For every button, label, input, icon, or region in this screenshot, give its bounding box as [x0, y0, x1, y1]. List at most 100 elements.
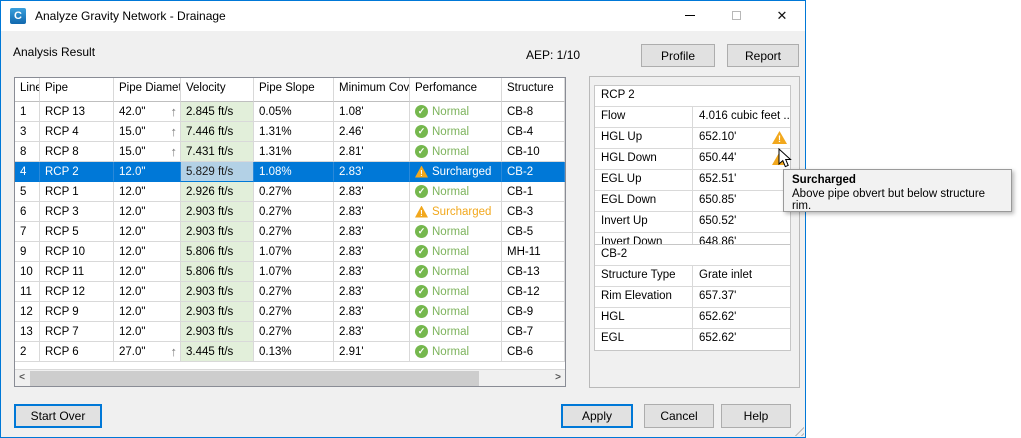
- detail-value: 652.51': [699, 173, 737, 185]
- help-button[interactable]: Help: [721, 404, 791, 428]
- column-header-minimum-cover[interactable]: Minimum Cover: [334, 78, 410, 102]
- title-bar[interactable]: C Analyze Gravity Network - Drainage ✕: [1, 1, 805, 31]
- table-row[interactable]: 8 RCP 8 15.0" ↑ 7.431 ft/s 1.31% 2.81' ✓ Normal C…: [15, 142, 565, 162]
- cell-pipe-slope: 1.08%: [254, 162, 334, 182]
- cell-line: 1: [15, 102, 40, 122]
- cell-pipe-slope: 0.27%: [254, 282, 334, 302]
- app-icon: C: [10, 8, 26, 24]
- column-header-line[interactable]: Line: [15, 78, 40, 102]
- pipe-diameter-value: 12.0": [119, 325, 146, 338]
- table-row[interactable]: 12 RCP 9 12.0" 2.903 ft/s 0.27% 2.83' ✓ Normal C…: [15, 302, 565, 322]
- cell-performance: ✓ Normal: [410, 342, 502, 362]
- table-row[interactable]: 7 RCP 5 12.0" 2.903 ft/s 0.27% 2.83' ✓ Normal CB…: [15, 222, 565, 242]
- scrollbar-thumb[interactable]: [30, 371, 479, 386]
- cell-line: 7: [15, 222, 40, 242]
- cell-pipe: RCP 10: [40, 242, 114, 262]
- column-header-pipe-slope[interactable]: Pipe Slope: [254, 78, 334, 102]
- structure-details-title: CB-2: [595, 245, 790, 266]
- detail-label: EGL Up: [595, 170, 693, 190]
- cell-structure: CB-3: [502, 202, 565, 222]
- table-row[interactable]: 9 RCP 10 12.0" 5.806 ft/s 1.07% 2.83' ✓ Normal M…: [15, 242, 565, 262]
- cell-performance: ! Surcharged: [410, 162, 502, 182]
- table-row[interactable]: 2 RCP 6 27.0" ↑ 3.445 ft/s 0.13% 2.91' ✓ Normal C…: [15, 342, 565, 362]
- cell-pipe-slope: 0.27%: [254, 322, 334, 342]
- cell-pipe-diameter: 12.0": [114, 282, 181, 302]
- normal-check-icon: ✓: [415, 125, 428, 138]
- column-header-pipe[interactable]: Pipe: [40, 78, 114, 102]
- pipe-diameter-value: 42.0": [119, 105, 146, 118]
- scrollbar-track[interactable]: [29, 370, 551, 386]
- column-header-structure[interactable]: Structure: [502, 78, 565, 102]
- resize-grip[interactable]: [791, 423, 804, 436]
- cell-pipe: RCP 11: [40, 262, 114, 282]
- table-row[interactable]: 3 RCP 4 15.0" ↑ 7.446 ft/s 1.31% 2.46' ✓ Normal C…: [15, 122, 565, 142]
- cell-performance: ! Surcharged: [410, 202, 502, 222]
- cell-performance: ✓ Normal: [410, 222, 502, 242]
- cell-pipe-slope: 0.27%: [254, 302, 334, 322]
- detail-label: HGL Down: [595, 149, 693, 169]
- normal-check-icon: ✓: [415, 105, 428, 118]
- cell-pipe-slope: 0.27%: [254, 182, 334, 202]
- detail-label: HGL: [595, 308, 693, 328]
- close-button[interactable]: ✕: [759, 1, 805, 30]
- horizontal-scrollbar[interactable]: < >: [15, 369, 565, 386]
- pipe-diameter-value: 15.0": [119, 145, 146, 158]
- scroll-right-arrow-icon[interactable]: >: [555, 372, 561, 383]
- performance-status-text: Normal: [432, 245, 470, 258]
- cell-pipe-diameter: 42.0" ↑: [114, 102, 181, 122]
- apply-button[interactable]: Apply: [561, 404, 633, 428]
- table-row[interactable]: 13 RCP 7 12.0" 2.903 ft/s 0.27% 2.83' ✓ Normal C…: [15, 322, 565, 342]
- detail-value: 652.62': [699, 311, 737, 323]
- performance-status-text: Normal: [432, 185, 470, 198]
- cell-structure: CB-6: [502, 342, 565, 362]
- cell-structure: CB-12: [502, 282, 565, 302]
- warning-triangle-icon[interactable]: !: [772, 131, 787, 144]
- table-row[interactable]: 5 RCP 1 12.0" 2.926 ft/s 0.27% 2.83' ✓ Normal CB…: [15, 182, 565, 202]
- upsized-arrow-icon: ↑: [170, 344, 178, 359]
- upsized-arrow-icon: ↑: [170, 104, 178, 119]
- cell-pipe-diameter: 15.0" ↑: [114, 122, 181, 142]
- column-header-velocity[interactable]: Velocity: [181, 78, 254, 102]
- performance-status-text: Normal: [432, 345, 470, 358]
- detail-label: Flow: [595, 107, 693, 127]
- structure-details-table: CB-2 Structure Type Grate inlet Rim Elevat…: [594, 244, 791, 351]
- upsized-arrow-icon: ↑: [170, 124, 178, 139]
- analysis-result-label: Analysis Result: [13, 45, 96, 59]
- cell-pipe-diameter: 12.0": [114, 222, 181, 242]
- cancel-button[interactable]: Cancel: [644, 404, 714, 428]
- maximize-button[interactable]: [713, 1, 759, 30]
- minimize-button[interactable]: [667, 1, 713, 30]
- column-header-pipe-diameter[interactable]: Pipe Diameter: [114, 78, 181, 102]
- tooltip-title: Surcharged: [792, 174, 856, 186]
- report-button[interactable]: Report: [727, 44, 799, 67]
- cell-pipe-diameter: 15.0" ↑: [114, 142, 181, 162]
- table-row[interactable]: 10 RCP 11 12.0" 5.806 ft/s 1.07% 2.83' ✓ Normal…: [15, 262, 565, 282]
- cell-minimum-cover: 2.83': [334, 282, 410, 302]
- detail-value: 652.62': [699, 332, 737, 344]
- cell-minimum-cover: 2.91': [334, 342, 410, 362]
- start-over-button[interactable]: Start Over: [14, 404, 102, 428]
- cell-pipe-slope: 0.13%: [254, 342, 334, 362]
- profile-button[interactable]: Profile: [641, 44, 715, 67]
- cell-performance: ✓ Normal: [410, 282, 502, 302]
- scroll-left-arrow-icon[interactable]: <: [19, 372, 25, 383]
- table-row[interactable]: 6 RCP 3 12.0" 2.903 ft/s 0.27% 2.83'! Surcharg…: [15, 202, 565, 222]
- cell-pipe-slope: 1.07%: [254, 242, 334, 262]
- mouse-cursor-icon: [778, 148, 792, 168]
- cell-pipe: RCP 1: [40, 182, 114, 202]
- cell-pipe-diameter: 12.0": [114, 302, 181, 322]
- detail-row: Rim Elevation 657.37': [595, 287, 790, 308]
- tooltip-body: Above pipe obvert but below structure ri…: [792, 188, 986, 212]
- table-row[interactable]: 1 RCP 13 42.0" ↑ 2.845 ft/s 0.05% 1.08' ✓ Normal…: [15, 102, 565, 122]
- normal-check-icon: ✓: [415, 285, 428, 298]
- cell-velocity: 2.845 ft/s: [181, 102, 254, 122]
- table-row[interactable]: 11 RCP 12 12.0" 2.903 ft/s 0.27% 2.83' ✓ Normal…: [15, 282, 565, 302]
- aep-label: AEP: 1/10: [526, 48, 581, 62]
- detail-value: Grate inlet: [699, 269, 753, 281]
- normal-check-icon: ✓: [415, 145, 428, 158]
- column-header-perfomance[interactable]: Perfomance: [410, 78, 502, 102]
- cell-line: 3: [15, 122, 40, 142]
- table-row[interactable]: 4 RCP 2 12.0" 5.829 ft/s 1.08% 2.83'! Surcharg…: [15, 162, 565, 182]
- cell-line: 2: [15, 342, 40, 362]
